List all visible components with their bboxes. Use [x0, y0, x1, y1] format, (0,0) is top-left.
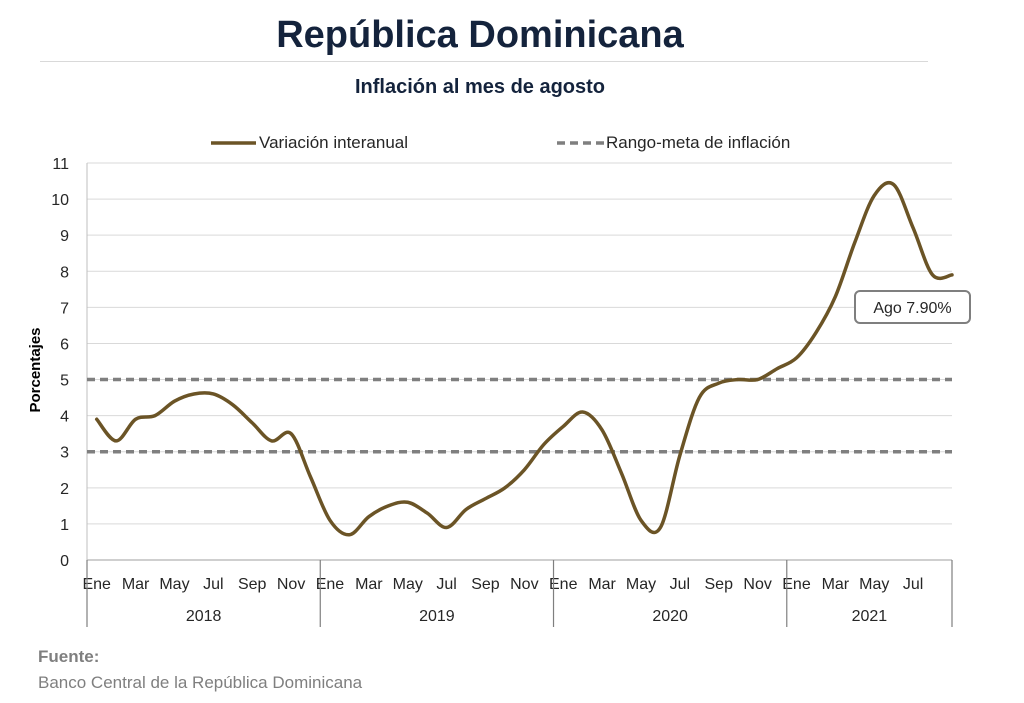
- source-text: Banco Central de la República Dominicana: [38, 673, 363, 692]
- y-tick-label: 3: [60, 445, 69, 462]
- x-tick-label: Jul: [203, 576, 223, 593]
- x-tick-label: May: [626, 576, 656, 593]
- series-line-variacion-interanual: [94, 180, 954, 537]
- legend-label-rango: Rango-meta de inflación: [606, 133, 790, 152]
- x-tick-label: Ene: [316, 576, 345, 593]
- x-tick-label: Mar: [355, 576, 383, 593]
- year-label: 2021: [852, 608, 888, 625]
- x-tick-label: Ene: [82, 576, 111, 593]
- y-tick-label: 0: [60, 553, 69, 570]
- y-tick-label: 6: [60, 336, 69, 353]
- source-label: Fuente:: [38, 647, 100, 666]
- year-label: 2018: [186, 608, 222, 625]
- legend: Variación interanual Rango-meta de inflac…: [211, 133, 790, 152]
- series-lines: [94, 180, 954, 537]
- x-tick-label: Nov: [510, 576, 538, 593]
- y-tick-label: 8: [60, 264, 69, 281]
- annotation-label: Ago 7.90%: [873, 300, 951, 317]
- y-tick-label: 9: [60, 228, 69, 245]
- y-tick-label: 2: [60, 481, 69, 498]
- annotations: Ago 7.90%: [854, 290, 971, 324]
- annotation-box: [854, 290, 971, 324]
- y-tick-label: 4: [60, 409, 69, 426]
- x-tick-label: Mar: [122, 576, 150, 593]
- x-tick-label: Jul: [436, 576, 456, 593]
- year-label: 2019: [419, 608, 455, 625]
- x-tick-label: May: [393, 576, 423, 593]
- x-tick-label: Ene: [549, 576, 578, 593]
- x-tick-label: Nov: [277, 576, 305, 593]
- x-tick-label: May: [159, 576, 189, 593]
- x-tick-label: Sep: [705, 576, 734, 593]
- gridlines: [87, 162, 952, 561]
- y-tick-label: 7: [60, 300, 69, 317]
- x-tick-label: Jul: [670, 576, 690, 593]
- y-tick-label: 5: [60, 373, 69, 390]
- x-tick-label: Mar: [588, 576, 616, 593]
- y-axis: 0 1 2 3 4 5 6 7 8 9 10 11: [51, 156, 88, 570]
- year-label: 2020: [652, 608, 688, 625]
- y-tick-label: 10: [51, 192, 69, 209]
- x-tick-label: Sep: [238, 576, 267, 593]
- legend-label-variacion: Variación interanual: [259, 133, 408, 152]
- y-tick-label: 11: [52, 156, 69, 173]
- y-tick-label: 1: [60, 517, 69, 534]
- target-range-lines: [87, 377, 952, 454]
- page-title: República Dominicana: [276, 14, 684, 56]
- x-tick-label: Nov: [743, 576, 771, 593]
- x-tick-label: Sep: [471, 576, 500, 593]
- x-tick-label: Ene: [782, 576, 811, 593]
- title-divider: [40, 61, 928, 62]
- x-tick-label: Jul: [903, 576, 923, 593]
- x-tick-label: Mar: [822, 576, 850, 593]
- x-tick-label: May: [859, 576, 889, 593]
- y-axis-label: Porcentajes: [27, 327, 44, 412]
- x-axis: Ene Mar May Jul Sep Nov Ene Mar May Jul Sep Nov Ene M…: [82, 559, 953, 627]
- chart-subtitle: Inflación al mes de agosto: [354, 76, 606, 98]
